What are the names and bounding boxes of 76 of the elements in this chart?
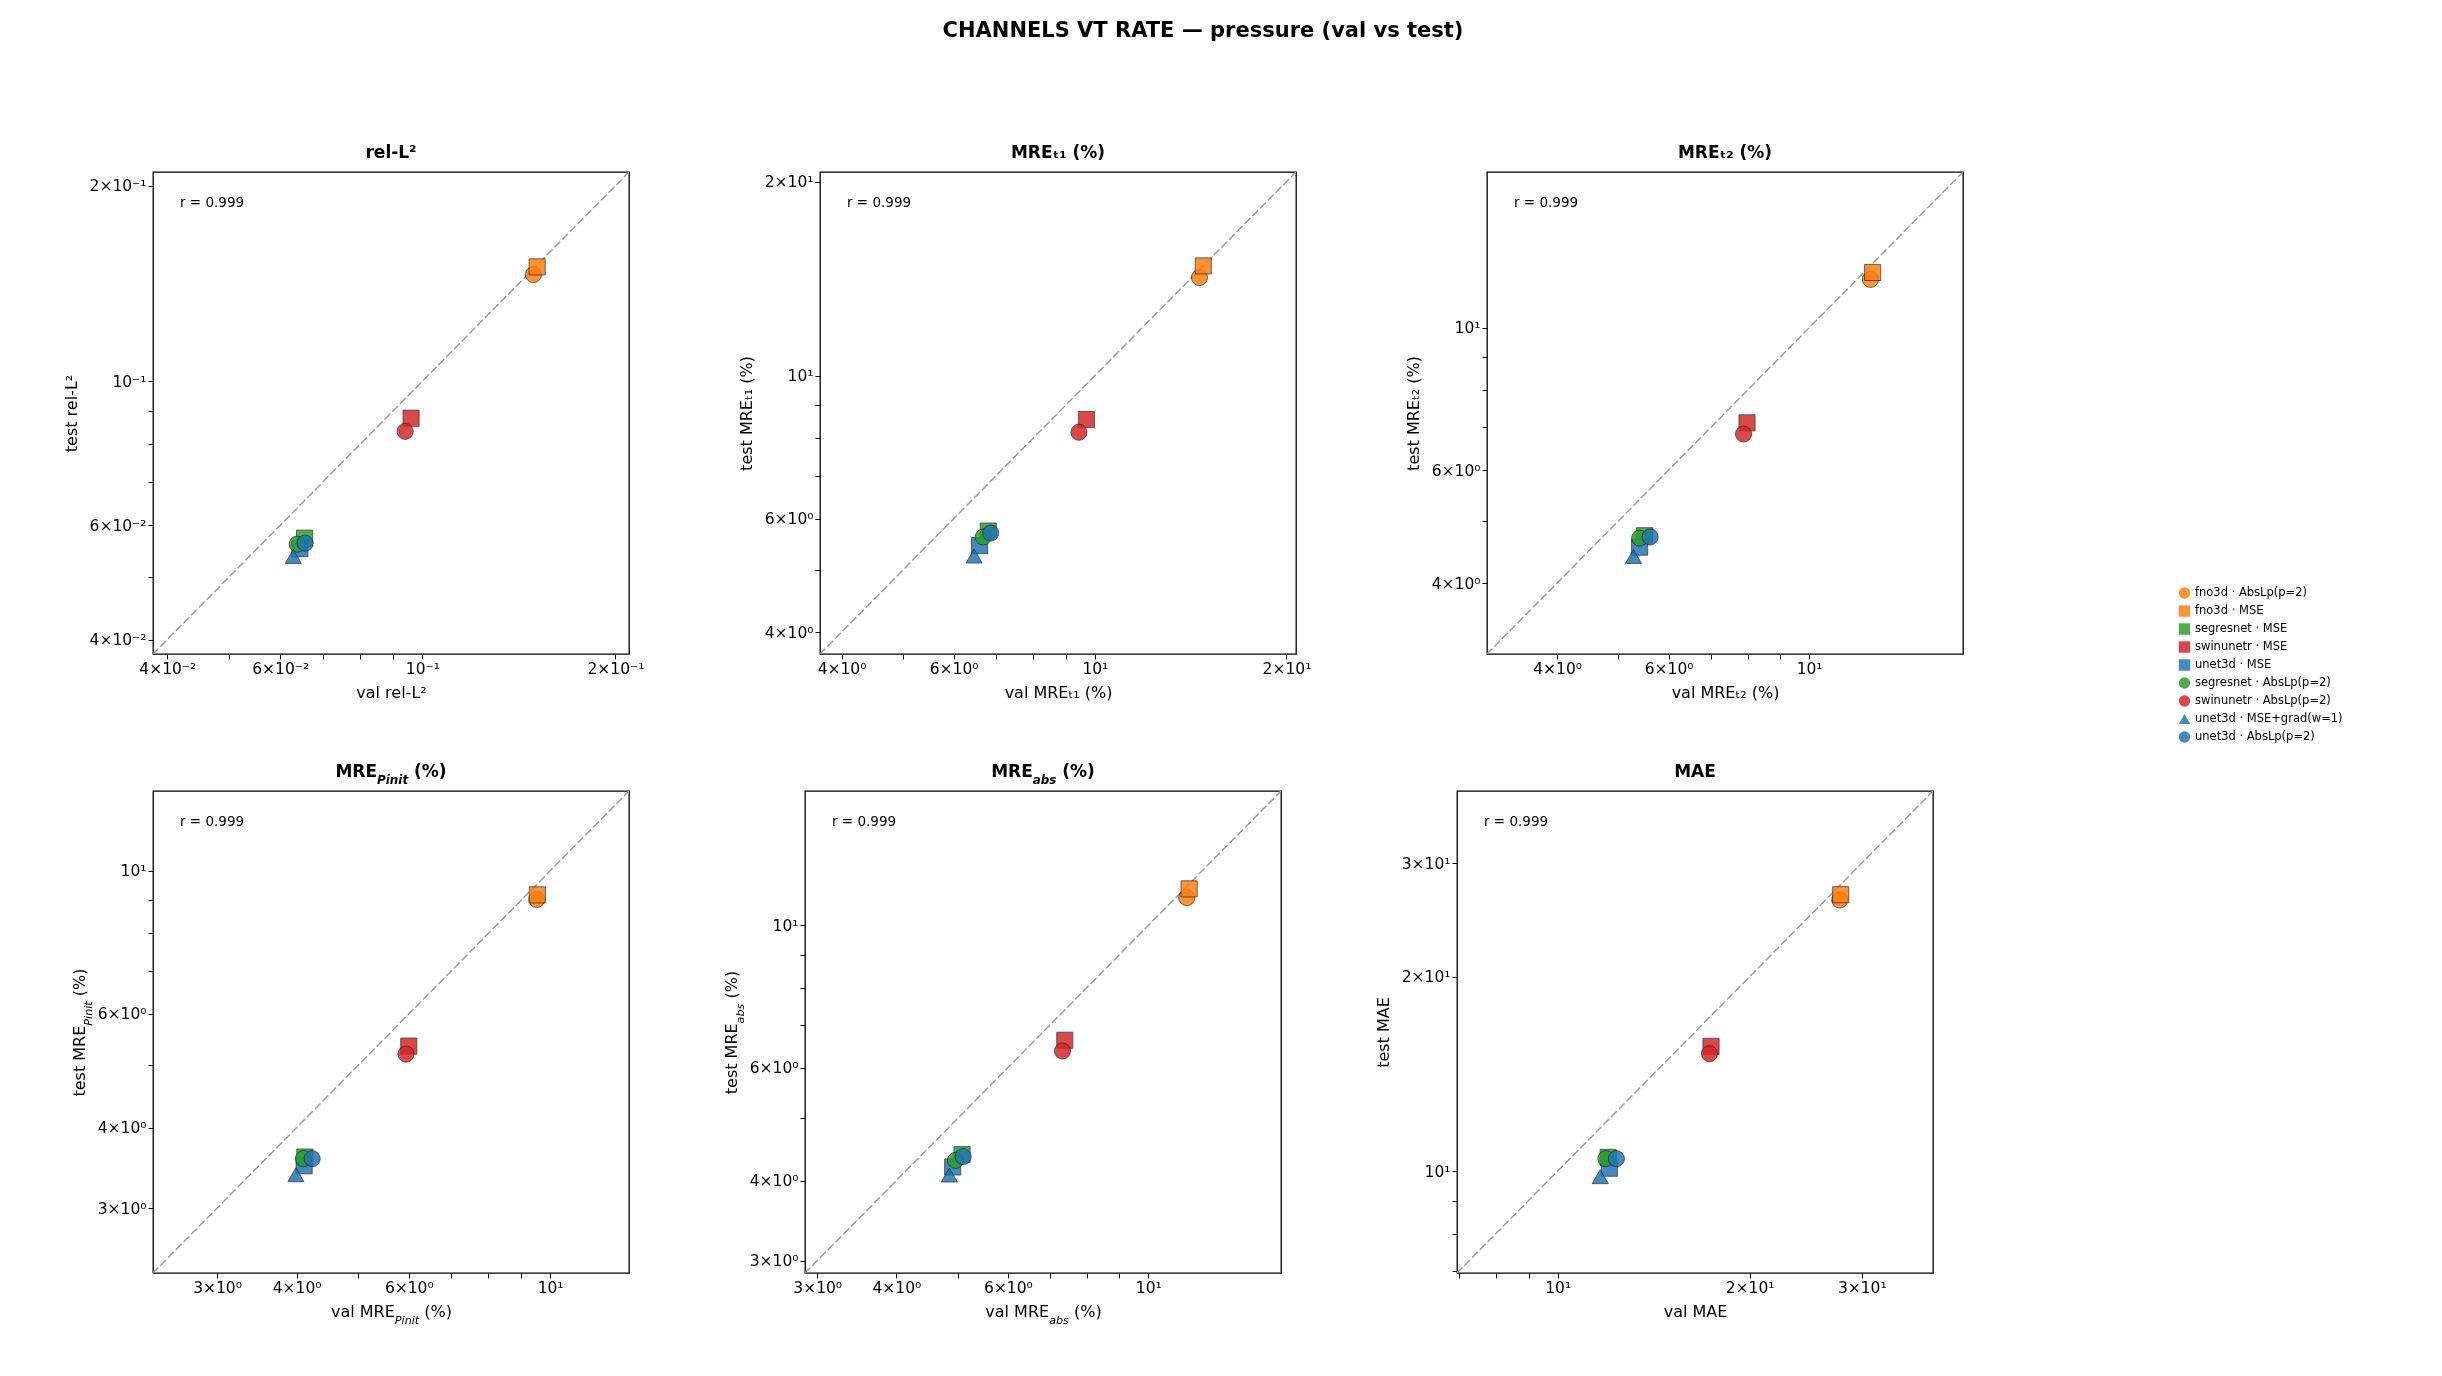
x-axis-title: val MREₜ₁ (%) [1004, 683, 1113, 702]
x-axis-title: val MRE$_{Pinit}$ (%) [330, 1302, 453, 1327]
x-tick-label: 4×10⁰ [1533, 659, 1582, 678]
annotation: r = 0.999 [1514, 194, 1579, 210]
x-tick-label: 6×10⁰ [983, 1278, 1033, 1297]
text: CHANNELS VT RATE — pressure (val vs test) [942, 18, 1464, 43]
x-tick-label: 3×10⁰ [793, 1278, 843, 1297]
x-tick-label: 6×10⁻² [252, 659, 310, 678]
x-tick-label: 10¹ [1796, 659, 1823, 678]
x-tick-label: 10⁻¹ [405, 659, 440, 678]
y-tick-label: 6×10⁻² [89, 516, 147, 535]
y-tick-label: 4×10⁰ [749, 1172, 799, 1191]
y-tick-label: 6×10⁰ [97, 1005, 147, 1024]
legend-label: swinunetr · AbsLp(p=2) [2195, 693, 2331, 708]
y-tick-label: 4×10⁻² [89, 631, 147, 650]
y-tick-label: 2×10¹ [764, 173, 814, 192]
y-tick-label: 4×10⁰ [1431, 574, 1481, 593]
chart-title: MAE [1674, 761, 1716, 781]
x-axis-title: val MRE$_{abs}$ (%) [985, 1302, 1102, 1327]
y-tick-label: 3×10¹ [1401, 854, 1451, 873]
annotation: r = 0.999 [180, 194, 245, 210]
legend-label: segresnet · MSE [2195, 621, 2288, 636]
legend-label: segresnet · AbsLp(p=2) [2195, 675, 2331, 690]
legend-label: unet3d · MSE+grad(w=1) [2195, 711, 2343, 726]
annotation: r = 0.999 [847, 194, 912, 210]
legend-label: swinunetr · MSE [2195, 639, 2288, 654]
annotation: r = 0.999 [832, 813, 897, 829]
chart-title: MREₜ₁ (%) [1010, 142, 1106, 162]
x-tick-label: 10¹ [1082, 659, 1109, 678]
x-tick-label: 10¹ [537, 1278, 564, 1297]
x-tick-label: 4×10⁰ [272, 1278, 322, 1297]
x-tick-label: 10¹ [1135, 1278, 1162, 1297]
legend-label: unet3d · AbsLp(p=2) [2195, 729, 2315, 744]
x-tick-label: 6×10⁰ [1644, 659, 1694, 678]
y-tick-label: 6×10⁰ [1431, 461, 1481, 480]
y-tick-label: 4×10⁰ [97, 1119, 147, 1138]
y-tick-label: 10¹ [1454, 319, 1481, 338]
x-tick-label: 2×10⁻¹ [587, 659, 645, 678]
annotation: r = 0.999 [1484, 813, 1549, 829]
x-tick-label: 4×10⁰ [872, 1278, 922, 1297]
y-tick-label: 10¹ [787, 367, 814, 386]
y-axis-title: test MAE [1373, 997, 1393, 1068]
y-tick-label: 4×10⁰ [764, 623, 814, 642]
x-axis-title: val MAE [1663, 1302, 1728, 1321]
x-tick-label: 2×10¹ [1725, 1278, 1775, 1297]
y-tick-label: 6×10⁰ [764, 510, 814, 529]
chart-title: MREₜ₂ (%) [1677, 142, 1773, 162]
y-tick-label: 3×10⁰ [97, 1199, 147, 1218]
y-tick-label: 3×10⁰ [749, 1252, 799, 1271]
legend-label: fno3d · MSE [2195, 603, 2264, 618]
x-axis-title: val rel-L² [356, 683, 427, 702]
x-tick-label: 4×10⁰ [817, 659, 867, 678]
y-tick-label: 6×10⁰ [749, 1059, 799, 1078]
chart-title: MRE$_{Pinit}$ (%) [335, 761, 447, 787]
x-tick-label: 3×10¹ [1837, 1278, 1887, 1297]
chart-title: rel-L² [365, 142, 417, 162]
legend-label: fno3d · AbsLp(p=2) [2195, 585, 2308, 600]
y-tick-label: 10¹ [120, 862, 147, 881]
y-axis-title: test rel-L² [61, 374, 81, 453]
x-tick-label: 4×10⁻² [139, 659, 197, 678]
y-tick-label: 10⁻¹ [112, 372, 147, 391]
y-tick-label: 10¹ [1424, 1162, 1451, 1181]
y-tick-label: 2×10⁻¹ [89, 177, 147, 196]
y-axis-title: test MREₜ₁ (%) [736, 356, 756, 471]
y-axis-title: test MREₜ₂ (%) [1403, 356, 1423, 471]
y-tick-label: 2×10¹ [1401, 968, 1451, 987]
x-axis-title: val MREₜ₂ (%) [1671, 683, 1780, 702]
x-tick-label: 6×10⁰ [384, 1278, 434, 1297]
legend-label: unet3d · MSE [2195, 657, 2272, 672]
annotation: r = 0.999 [180, 813, 245, 829]
chart-title: MRE$_{abs}$ (%) [991, 761, 1095, 787]
x-tick-label: 2×10¹ [1262, 659, 1312, 678]
x-tick-label: 6×10⁰ [929, 659, 979, 678]
x-tick-label: 10¹ [1545, 1278, 1572, 1297]
y-tick-label: 10¹ [772, 916, 799, 935]
x-tick-label: 3×10⁰ [193, 1278, 242, 1297]
